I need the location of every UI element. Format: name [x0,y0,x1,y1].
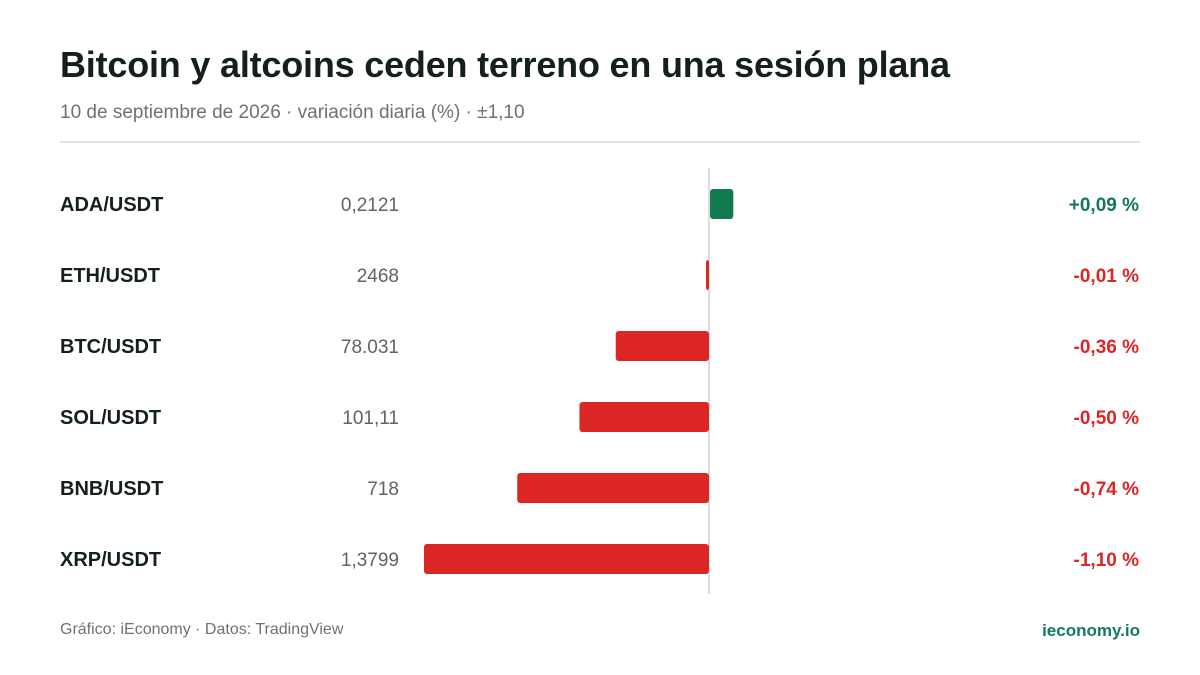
change-label: -0,50 % [1074,408,1140,429]
brand-link[interactable]: ieconomy.io [1042,621,1140,640]
bar-sol-usdt [579,402,709,432]
pair-label: ADA/USDT [60,194,163,216]
price-label: 2468 [357,266,399,287]
source-credit: Gráfico: iEconomy · Datos: TradingView [60,621,344,638]
pair-label: ETH/USDT [60,265,160,287]
change-label: -0,74 % [1074,479,1140,500]
pair-label: BTC/USDT [60,336,161,358]
price-label: 718 [367,479,399,500]
price-label: 78.031 [341,337,399,358]
pair-label: BNB/USDT [60,478,163,500]
change-label: -1,10 % [1074,550,1140,571]
bar-eth-usdt [706,260,709,290]
bar-xrp-usdt [424,544,709,574]
header-divider [60,141,1140,143]
bar-btc-usdt [615,331,709,361]
change-label: -0,36 % [1074,337,1140,358]
change-label: +0,09 % [1069,195,1139,216]
bar-ada-usdt [710,189,734,219]
chart-subtitle: 10 de septiembre de 2026 · variación dia… [60,102,525,123]
price-label: 1,3799 [341,550,399,571]
price-label: 101,11 [342,408,399,429]
pair-label: SOL/USDT [60,407,161,429]
price-label: 0,2121 [341,195,399,216]
chart-title: Bitcoin y altcoins ceden terreno en una … [60,44,950,85]
bar-bnb-usdt [517,473,709,503]
pair-label: XRP/USDT [60,549,161,571]
change-label: -0,01 % [1074,266,1140,287]
